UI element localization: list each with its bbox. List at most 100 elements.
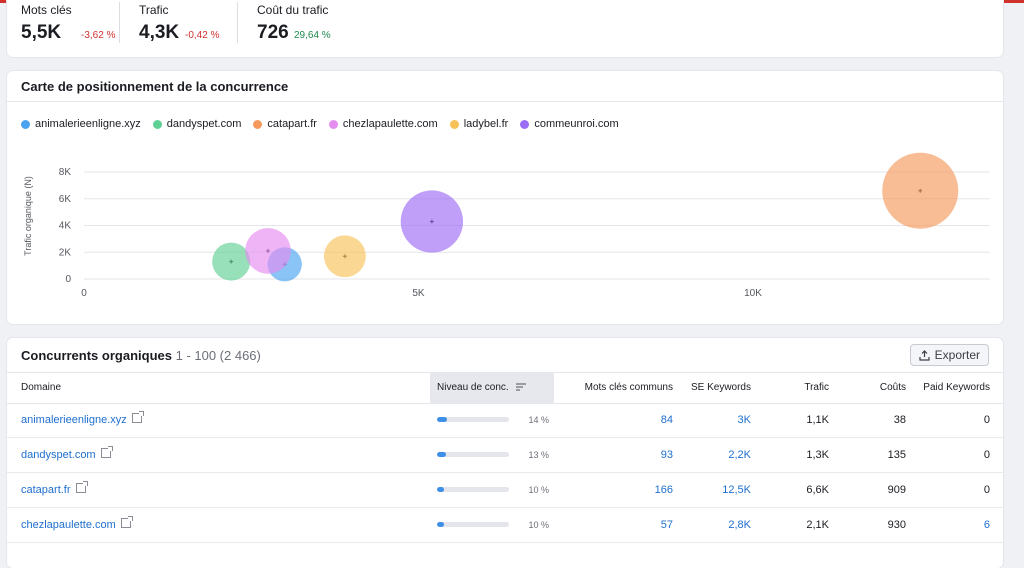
legend-label: ladybel.fr xyxy=(463,118,509,130)
competition-bar xyxy=(437,417,509,422)
traffic-value: 2,1K xyxy=(806,519,829,531)
legend-label: dandyspet.com xyxy=(166,118,242,130)
metric-change: -3,62 % xyxy=(81,30,116,41)
metric-value: 4,3K xyxy=(139,22,180,43)
legend-item[interactable]: commeunroi.com xyxy=(520,118,619,130)
metric-value: 726 xyxy=(257,22,289,43)
competition-bar xyxy=(437,452,509,457)
se-keywords-value[interactable]: 2,2K xyxy=(728,449,751,461)
cost-value: 909 xyxy=(887,484,906,496)
metric-label: Trafic xyxy=(139,3,169,17)
competition-bar xyxy=(437,522,509,527)
external-link-icon[interactable] xyxy=(75,481,88,493)
external-link-icon[interactable] xyxy=(131,411,144,423)
y-tick-label: 0 xyxy=(65,274,71,285)
metrics-card: Mots clés 5,5K -3,62 % Trafic 4,3K -0,42… xyxy=(7,0,1003,57)
chart-title: Carte de positionnement de la concurrenc… xyxy=(21,79,289,94)
traffic-value: 1,3K xyxy=(806,449,829,461)
external-link-icon[interactable] xyxy=(100,446,113,458)
legend-label: chezlapaulette.com xyxy=(342,118,438,130)
y-tick-label: 4K xyxy=(59,221,72,232)
cost-value: 38 xyxy=(893,414,906,426)
competition-level-cell: 10 % xyxy=(437,473,549,507)
table-count: 1 - 100 (2 466) xyxy=(175,348,261,363)
metric-traffic-cost[interactable]: Coût du trafic 726 29,64 % xyxy=(257,0,377,50)
col-competition-level-label: Niveau de conc. xyxy=(437,382,509,393)
bubble-chart: 0 2K 4K 6K 8K 0 5K 10K Trafic organique (N) xyxy=(23,152,990,299)
metric-label: Coût du trafic xyxy=(257,3,329,17)
legend-dot-icon xyxy=(253,119,263,129)
col-se-keywords[interactable]: SE Keywords xyxy=(690,382,751,393)
table-title-wrap: Concurrents organiques 1 - 100 (2 466) xyxy=(21,348,261,363)
divider xyxy=(7,101,1003,102)
col-traffic[interactable]: Trafic xyxy=(804,382,829,393)
paid-keywords-value: 0 xyxy=(983,484,990,496)
x-tick-label: 10K xyxy=(744,288,762,299)
table-row: dandyspet.com 13 % 93 2,2K 1,3K 135 0 xyxy=(7,438,1003,473)
competition-bar-fill xyxy=(437,417,447,422)
domain-cell: catapart.fr xyxy=(21,473,88,507)
common-keywords-value[interactable]: 166 xyxy=(654,484,673,496)
metric-traffic[interactable]: Trafic 4,3K -0,42 % xyxy=(139,0,239,50)
domain-link[interactable]: animalerieenligne.xyz xyxy=(21,414,127,426)
bubble-center-marker xyxy=(229,259,234,264)
legend-label: commeunroi.com xyxy=(534,118,619,130)
external-link-icon[interactable] xyxy=(120,516,133,528)
competition-bar-fill xyxy=(437,452,446,457)
competition-bar xyxy=(437,487,509,492)
competition-percent: 13 % xyxy=(528,450,549,460)
col-common-keywords[interactable]: Mots clés communs xyxy=(584,382,673,393)
competition-bar-fill xyxy=(437,487,444,492)
competition-percent: 10 % xyxy=(528,485,549,495)
cost-value: 135 xyxy=(887,449,906,461)
legend-dot-icon xyxy=(449,119,459,129)
domain-link[interactable]: catapart.fr xyxy=(21,484,71,496)
common-keywords-value[interactable]: 93 xyxy=(660,449,673,461)
paid-keywords-value[interactable]: 6 xyxy=(983,519,990,531)
legend-item[interactable]: ladybel.fr xyxy=(449,118,509,130)
legend-item[interactable]: catapart.fr xyxy=(253,118,317,130)
legend-item[interactable]: chezlapaulette.com xyxy=(328,118,438,130)
competition-percent: 10 % xyxy=(528,520,549,530)
traffic-value: 6,6K xyxy=(806,484,829,496)
domain-link[interactable]: dandyspet.com xyxy=(21,449,96,461)
traffic-value: 1,1K xyxy=(806,414,829,426)
competitive-positioning-card: Carte de positionnement de la concurrenc… xyxy=(7,71,1003,324)
se-keywords-value[interactable]: 2,8K xyxy=(728,519,751,531)
competition-level-cell: 13 % xyxy=(437,438,549,472)
y-tick-label: 8K xyxy=(59,167,72,178)
col-costs[interactable]: Coûts xyxy=(879,382,906,393)
competition-level-cell: 10 % xyxy=(437,508,549,542)
se-keywords-value[interactable]: 3K xyxy=(737,414,751,426)
y-tick-label: 6K xyxy=(59,194,72,205)
paid-keywords-value: 0 xyxy=(983,449,990,461)
legend-item[interactable]: dandyspet.com xyxy=(152,118,242,130)
table-row: animalerieenligne.xyz 14 % 84 3K 1,1K 38 0 xyxy=(7,403,1003,438)
competition-bar-fill xyxy=(437,522,444,527)
col-competition-level[interactable]: Niveau de conc. xyxy=(430,373,554,403)
common-keywords-value[interactable]: 84 xyxy=(660,414,673,426)
domain-link[interactable]: chezlapaulette.com xyxy=(21,519,116,531)
col-paid-keywords[interactable]: Paid Keywords xyxy=(923,382,990,393)
se-keywords-value[interactable]: 12,5K xyxy=(722,484,751,496)
legend-label: catapart.fr xyxy=(267,118,317,130)
legend-dot-icon xyxy=(152,119,162,129)
metric-keywords[interactable]: Mots clés 5,5K -3,62 % xyxy=(21,0,121,50)
bubble-center-marker xyxy=(342,254,347,259)
x-tick-label: 0 xyxy=(81,288,87,299)
organic-competitors-card: Concurrents organiques 1 - 100 (2 466) E… xyxy=(7,338,1003,568)
legend-dot-icon xyxy=(21,119,30,129)
domain-cell: dandyspet.com xyxy=(21,438,113,472)
col-domain[interactable]: Domaine xyxy=(21,382,62,393)
export-button[interactable]: Exporter xyxy=(909,344,989,366)
legend-label: animalerieenligne.xyz xyxy=(35,118,141,130)
table-title: Concurrents organiques xyxy=(21,348,172,363)
metric-value: 5,5K xyxy=(21,22,62,43)
common-keywords-value[interactable]: 57 xyxy=(660,519,673,531)
bubble-center-marker xyxy=(918,188,923,193)
domain-cell: animalerieenligne.xyz xyxy=(21,403,144,437)
y-axis-label: Trafic organique (N) xyxy=(23,176,33,256)
metric-change: 29,64 % xyxy=(294,30,331,41)
legend-item[interactable]: animalerieenligne.xyz xyxy=(21,118,141,130)
bubble-center-marker xyxy=(265,248,270,253)
